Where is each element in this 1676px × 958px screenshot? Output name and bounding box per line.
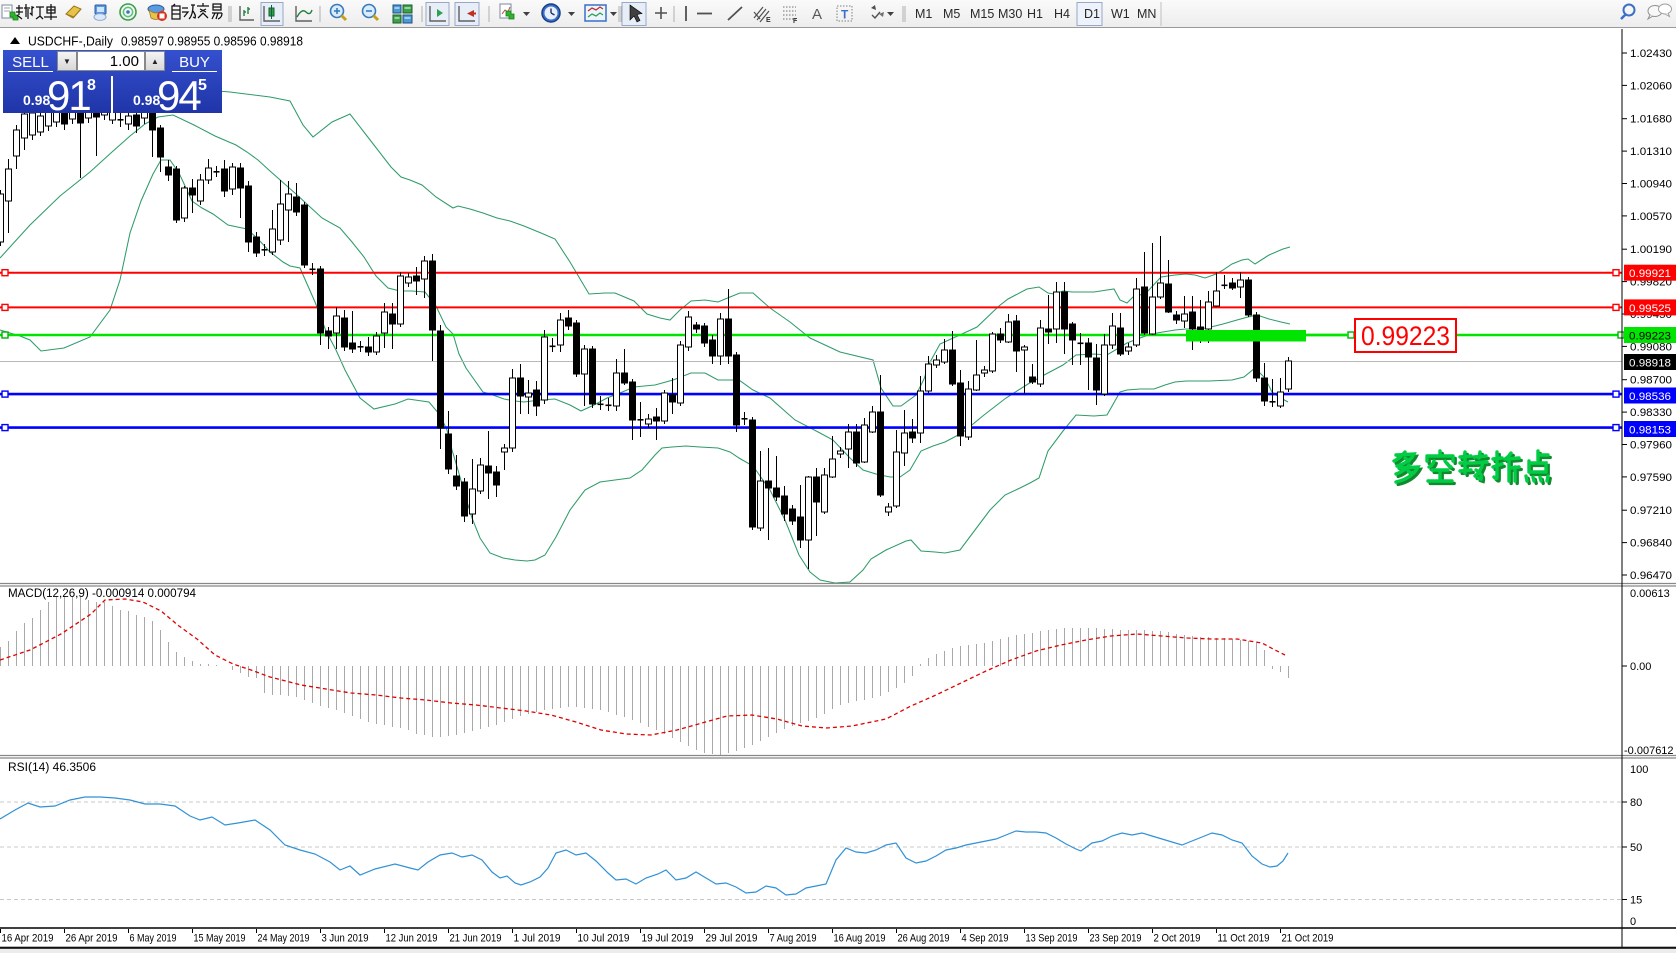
svg-text:24 May 2019: 24 May 2019: [258, 933, 310, 945]
svg-text:0.97210: 0.97210: [1630, 505, 1672, 517]
svg-text:0.00: 0.00: [1630, 661, 1651, 673]
svg-text:0.99223: 0.99223: [1361, 321, 1450, 351]
svg-text:1.00940: 1.00940: [1630, 179, 1672, 191]
svg-text:50: 50: [1630, 842, 1642, 854]
svg-text:0.98153: 0.98153: [1629, 425, 1671, 437]
svg-text:26 Aug 2019: 26 Aug 2019: [898, 933, 950, 945]
svg-text:15 May 2019: 15 May 2019: [194, 933, 246, 945]
svg-text:D1: D1: [1084, 7, 1100, 21]
svg-text:1.01310: 1.01310: [1630, 146, 1672, 158]
svg-text:0.97590: 0.97590: [1630, 472, 1672, 484]
svg-text:T: T: [841, 8, 849, 22]
svg-text:1 Jul 2019: 1 Jul 2019: [514, 933, 561, 945]
svg-text:1.00190: 1.00190: [1630, 244, 1672, 256]
svg-text:13 Sep 2019: 13 Sep 2019: [1026, 933, 1078, 945]
svg-text:M15: M15: [970, 7, 994, 21]
svg-text:0.98918: 0.98918: [1629, 358, 1671, 370]
svg-text:0.98700: 0.98700: [1630, 375, 1672, 387]
svg-text:0.97960: 0.97960: [1630, 440, 1672, 452]
svg-text:M5: M5: [943, 7, 960, 21]
svg-text:1.00570: 1.00570: [1630, 211, 1672, 223]
svg-text:MN: MN: [1137, 7, 1156, 21]
svg-text:16 Apr 2019: 16 Apr 2019: [2, 933, 54, 945]
svg-text:USDCHF-,Daily: USDCHF-,Daily: [28, 34, 113, 49]
svg-text:80: 80: [1630, 797, 1642, 809]
svg-text:W1: W1: [1111, 7, 1130, 21]
svg-text:12 Jun 2019: 12 Jun 2019: [386, 933, 438, 945]
svg-text:0.99223: 0.99223: [1629, 331, 1671, 343]
svg-text:1.01680: 1.01680: [1630, 114, 1672, 126]
svg-text:0.00613: 0.00613: [1630, 588, 1670, 600]
svg-text:21 Jun 2019: 21 Jun 2019: [450, 933, 502, 945]
svg-text:7 Aug 2019: 7 Aug 2019: [770, 933, 817, 945]
svg-text:0.98330: 0.98330: [1630, 407, 1672, 419]
svg-text:M1: M1: [915, 7, 932, 21]
svg-text:10 Jul 2019: 10 Jul 2019: [578, 933, 630, 945]
svg-text:0.98597 0.98955 0.98596 0.9891: 0.98597 0.98955 0.98596 0.98918: [121, 34, 303, 49]
svg-text:0.99525: 0.99525: [1629, 303, 1671, 315]
svg-text:29 Jul 2019: 29 Jul 2019: [706, 933, 758, 945]
svg-text:0: 0: [1630, 916, 1636, 928]
svg-text:11 Oct 2019: 11 Oct 2019: [1218, 933, 1270, 945]
svg-text:0.99080: 0.99080: [1630, 341, 1672, 353]
svg-text:4 Sep 2019: 4 Sep 2019: [962, 933, 1009, 945]
svg-text:23 Sep 2019: 23 Sep 2019: [1090, 933, 1142, 945]
svg-text:RSI(14) 46.3506: RSI(14) 46.3506: [8, 762, 96, 774]
svg-text:100: 100: [1630, 764, 1648, 776]
svg-text:F: F: [793, 18, 798, 25]
svg-text:H1: H1: [1027, 7, 1043, 21]
svg-text:15: 15: [1630, 895, 1642, 907]
svg-text:E: E: [766, 17, 771, 24]
svg-text:16 Aug 2019: 16 Aug 2019: [834, 933, 886, 945]
svg-text:0.96840: 0.96840: [1630, 538, 1672, 550]
svg-text:0.96470: 0.96470: [1630, 570, 1672, 582]
svg-text:2 Oct 2019: 2 Oct 2019: [1154, 933, 1201, 945]
svg-text:0.99921: 0.99921: [1629, 268, 1671, 280]
svg-text:6 May 2019: 6 May 2019: [130, 933, 177, 945]
svg-text:H4: H4: [1054, 7, 1070, 21]
svg-text:26 Apr 2019: 26 Apr 2019: [66, 933, 118, 945]
svg-text:A: A: [812, 6, 822, 23]
svg-text:-0.007612: -0.007612: [1624, 745, 1674, 757]
svg-text:19 Jul 2019: 19 Jul 2019: [642, 933, 694, 945]
svg-text:1.02060: 1.02060: [1630, 80, 1672, 92]
svg-text:21 Oct 2019: 21 Oct 2019: [1282, 933, 1334, 945]
svg-text:M30: M30: [998, 7, 1022, 21]
svg-text:MACD(12,26,9) -0.000914 0.0007: MACD(12,26,9) -0.000914 0.000794: [8, 588, 197, 600]
svg-text:0.98536: 0.98536: [1629, 391, 1671, 403]
svg-text:3 Jun 2019: 3 Jun 2019: [322, 933, 369, 945]
svg-text:1.02430: 1.02430: [1630, 48, 1672, 60]
